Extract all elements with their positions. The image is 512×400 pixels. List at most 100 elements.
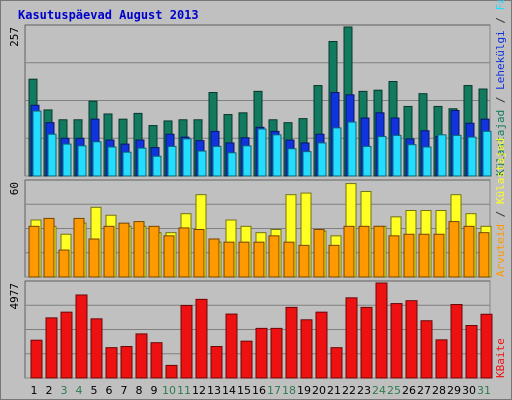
legend-entry: Lehekülgi [494, 30, 507, 90]
x-tick-label: 15 [237, 384, 251, 397]
hosts-bar [478, 232, 490, 278]
kbytes-bar [360, 306, 373, 379]
x-tick-label: 9 [151, 384, 158, 397]
hosts-bar [358, 225, 370, 278]
files-bar [182, 138, 192, 177]
x-tick-label: 25 [387, 384, 401, 397]
kbytes-bar [255, 327, 268, 379]
x-tick-label: 22 [342, 384, 356, 397]
hosts-bar [268, 235, 280, 278]
hosts-bar [373, 225, 385, 278]
x-tick-label: 6 [106, 384, 113, 397]
kbytes-bar [345, 297, 358, 379]
files-bar [437, 134, 447, 177]
kbytes-bar [75, 294, 88, 379]
x-tick-label: 19 [297, 384, 311, 397]
hosts-bar [343, 225, 355, 278]
files-bar [482, 130, 492, 177]
x-tick-label: 8 [136, 384, 143, 397]
kbytes-bar [240, 340, 253, 379]
x-tick-label: 31 [477, 384, 491, 397]
hosts-bar [253, 241, 265, 278]
kbytes-bar [315, 311, 328, 379]
hosts-bar [283, 241, 295, 278]
files-bar [257, 128, 267, 177]
x-tick-label: 26 [402, 384, 416, 397]
files-bar [407, 144, 417, 177]
kbytes-bar [285, 306, 298, 379]
x-tick-label: 21 [327, 384, 341, 397]
x-tick-label: 7 [121, 384, 128, 397]
hosts-bar [133, 221, 145, 278]
hosts-bar [208, 238, 220, 278]
kbytes-bar [225, 313, 238, 379]
hosts-bar [388, 235, 400, 278]
hosts-bar [433, 233, 445, 278]
x-tick-label: 13 [207, 384, 221, 397]
bottom-panel: 4977 [8, 280, 493, 379]
x-tick-label: 10 [162, 384, 176, 397]
hosts-bar [163, 235, 175, 278]
hosts-bar [43, 217, 55, 278]
kbytes-bar [420, 320, 433, 379]
x-tick-label: 2 [46, 384, 53, 397]
legend-bottom: KBaite [494, 338, 507, 378]
x-tick-label: 11 [177, 384, 191, 397]
files-bar [62, 143, 72, 177]
files-bar [287, 148, 297, 177]
kbytes-bar [90, 318, 103, 379]
kbytes-bar [210, 346, 223, 379]
kbytes-bar [120, 346, 133, 379]
x-tick-label: 16 [252, 384, 266, 397]
files-bar [347, 121, 357, 177]
kbytes-bar [180, 304, 193, 379]
x-tick-label: 12 [192, 384, 206, 397]
x-tick-label: 14 [222, 384, 236, 397]
files-bar [332, 127, 342, 177]
kbytes-bar [300, 319, 313, 379]
chart-title: Kasutuspäevad August 2013 [18, 8, 199, 22]
hosts-bar [313, 229, 325, 278]
hosts-bar [148, 225, 160, 278]
x-tick-label: 27 [417, 384, 431, 397]
hosts-bar [448, 221, 460, 278]
legend-entry: KBaite [494, 338, 507, 378]
kbytes-bar [480, 313, 493, 379]
files-bar [32, 110, 42, 177]
legend-entry: Faile [494, 0, 507, 10]
files-bar [47, 133, 57, 177]
kbytes-bar [60, 311, 73, 379]
x-tick-label: 30 [462, 384, 476, 397]
kbytes-bar [270, 327, 283, 379]
y-max-label: 257 [8, 27, 21, 47]
files-bar [107, 146, 117, 177]
hosts-bar [403, 233, 415, 278]
files-bar [197, 150, 207, 177]
files-bar [467, 136, 477, 177]
x-tick-label: 28 [432, 384, 446, 397]
hosts-bar [88, 238, 100, 278]
legend-entry: Külastajad [494, 110, 507, 176]
x-tick-label: 24 [372, 384, 386, 397]
files-bar [212, 145, 222, 177]
kbytes-bar [195, 298, 208, 379]
files-bar [302, 151, 312, 177]
legend-middle: Arvuteid / Külastajad [494, 138, 507, 277]
x-tick-label: 5 [91, 384, 98, 397]
hosts-bar [463, 225, 475, 278]
kbytes-bar [435, 339, 448, 379]
files-bar [92, 141, 102, 177]
x-tick-label: 17 [267, 384, 281, 397]
kbytes-bar [465, 325, 478, 379]
files-bar [167, 145, 177, 177]
legend-entry: / [494, 10, 507, 30]
hosts-bar [73, 217, 85, 278]
kbytes-bar [165, 364, 178, 379]
x-tick-label: 20 [312, 384, 326, 397]
files-bar [422, 146, 432, 177]
hosts-bar [193, 229, 205, 278]
top-panel: 257 [8, 24, 492, 177]
files-bar [137, 147, 147, 177]
x-tick-label: 18 [282, 384, 296, 397]
